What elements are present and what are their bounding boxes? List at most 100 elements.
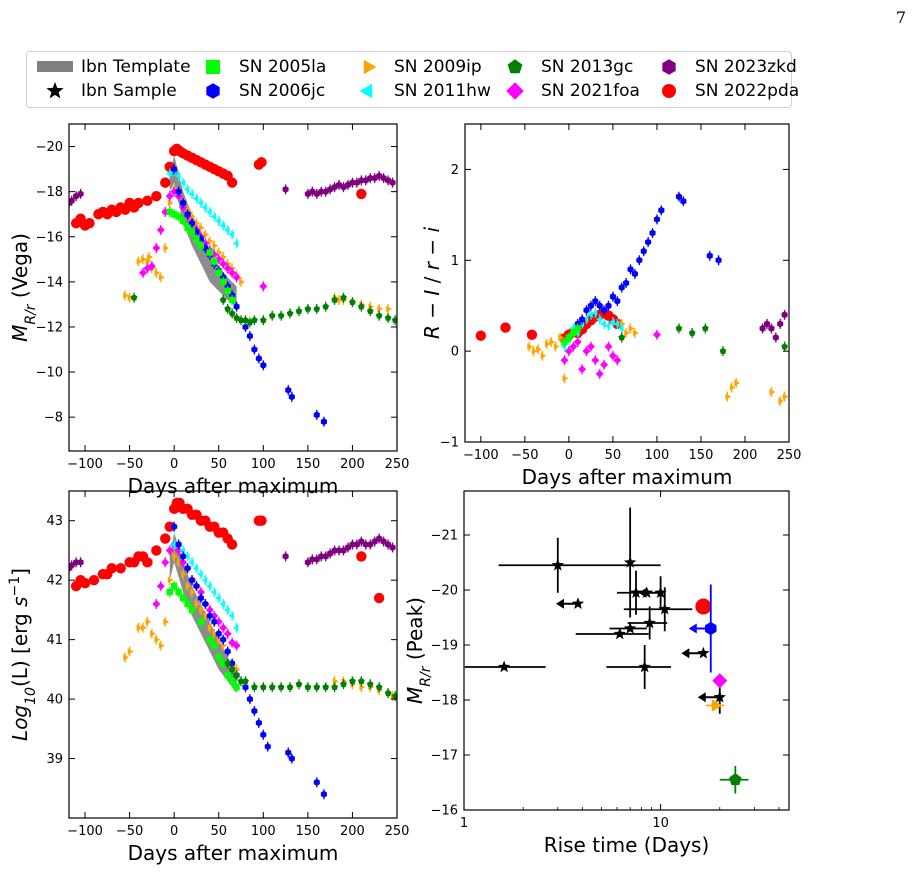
- data-point: [183, 553, 190, 560]
- x-tick-label: −50: [511, 448, 538, 463]
- data-point: [260, 361, 267, 369]
- data-point: [734, 379, 741, 387]
- data-point: [141, 624, 147, 632]
- x-tick-label: 250: [777, 448, 802, 463]
- data-point: [573, 338, 582, 347]
- series-sn2011hw: [170, 539, 239, 633]
- data-point: [188, 559, 194, 566]
- circle-icon: [662, 84, 676, 98]
- data-point: [206, 636, 214, 643]
- plot-area: [464, 507, 749, 794]
- y-axis-label: R − I / r − i: [420, 227, 444, 339]
- legend: Ibn Template Ibn Sample SN 2005la SN 2006jc…: [26, 51, 799, 108]
- data-point: [197, 570, 203, 578]
- data-point: [142, 195, 153, 206]
- x-tick-label: 150: [689, 448, 714, 463]
- diamond-icon: [506, 82, 524, 100]
- data-point: [652, 330, 661, 339]
- data-point: [759, 324, 766, 332]
- data-point: [256, 157, 267, 168]
- y-tick-label: 42: [46, 574, 63, 589]
- series-sn2023zkd: [759, 309, 788, 343]
- series-sn2022pda: [475, 307, 623, 344]
- data-point: [680, 197, 687, 205]
- data-point: [604, 322, 611, 330]
- data-point: [123, 292, 129, 299]
- series-sn2013gc: [618, 323, 788, 357]
- data-point: [161, 558, 170, 567]
- data-point: [172, 553, 179, 560]
- data-point: [596, 302, 603, 310]
- series-sn2013gc: [224, 658, 397, 702]
- legend-label: SN 2011hw: [394, 81, 491, 101]
- series-sn2009ip: [123, 184, 392, 314]
- data-point: [224, 287, 231, 295]
- data-point: [320, 790, 327, 798]
- data-point: [373, 592, 385, 604]
- data-point: [313, 305, 321, 312]
- data-point: [175, 588, 182, 596]
- data-point: [197, 242, 205, 249]
- data-point: [232, 273, 241, 282]
- data-point: [600, 320, 607, 328]
- data-point: [165, 546, 174, 555]
- series-sn2006jc: [171, 164, 327, 427]
- data-point: [142, 557, 153, 568]
- series-sn2005la: [166, 581, 240, 693]
- data-point: [175, 540, 182, 549]
- data-point: [649, 229, 656, 237]
- data-point: [777, 320, 784, 328]
- point-sample: [627, 606, 668, 640]
- template-band: [169, 532, 237, 694]
- data-point: [228, 296, 236, 304]
- data-point: [242, 323, 249, 331]
- data-point: [192, 564, 199, 572]
- data-point: [583, 306, 590, 314]
- data-point: [618, 284, 625, 292]
- x-tick-label: 0: [170, 824, 178, 839]
- data-point: [203, 612, 210, 620]
- data-point: [719, 347, 727, 354]
- data-point: [151, 190, 162, 202]
- data-point: [553, 343, 560, 350]
- data-point: [138, 268, 147, 277]
- data-point: [228, 268, 237, 277]
- data-point: [322, 683, 330, 691]
- y-tick-label: −18: [36, 185, 63, 200]
- data-point: [219, 222, 226, 229]
- data-point: [295, 680, 303, 688]
- sn2013gc-marker: [729, 773, 742, 786]
- data-point: [782, 393, 789, 400]
- data-point: [229, 659, 236, 667]
- data-point: [166, 208, 173, 216]
- x-tick-label: 250: [385, 824, 410, 839]
- data-point: [201, 204, 208, 211]
- x-tick-label: 50: [210, 457, 227, 472]
- point-sample: [464, 660, 546, 673]
- data-point: [320, 418, 327, 426]
- data-point: [158, 642, 165, 649]
- sn2021foa-swatch: [506, 82, 524, 100]
- data-point: [475, 330, 487, 341]
- data-point: [224, 305, 231, 312]
- data-point: [206, 612, 213, 620]
- sn2011hw-swatch: [359, 83, 373, 99]
- data-point: [574, 325, 581, 332]
- sn2006jc-marker: [705, 621, 717, 636]
- data-point: [349, 677, 356, 685]
- data-point: [587, 311, 593, 319]
- pentagon-icon: [507, 59, 523, 74]
- data-point: [715, 256, 722, 264]
- data-point: [179, 217, 187, 225]
- triangle-right-icon: [363, 59, 377, 75]
- data-point: [609, 293, 616, 301]
- sample-marker: [623, 556, 637, 568]
- data-point: [164, 521, 175, 532]
- x-tick-label: 10: [652, 816, 669, 831]
- data-point: [540, 352, 547, 360]
- sn2005la-swatch: [206, 60, 220, 74]
- series-sn2013gc: [130, 292, 397, 328]
- point-sample: [555, 597, 585, 610]
- data-point: [331, 683, 338, 691]
